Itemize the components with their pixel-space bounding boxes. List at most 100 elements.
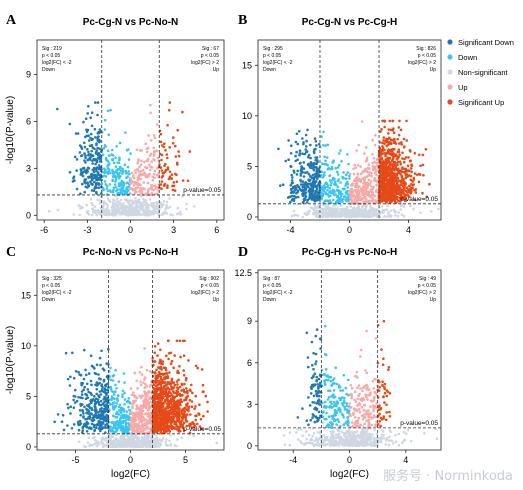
point-non-significant (192, 205, 196, 208)
point-down (121, 389, 125, 393)
point-down (104, 145, 107, 148)
point-significant-down (96, 136, 99, 139)
point-significant-down (75, 399, 79, 403)
point-significant-down (89, 156, 92, 159)
point-significant-down (314, 140, 318, 143)
point-up (140, 396, 143, 400)
point-non-significant (333, 209, 336, 212)
point-non-significant (103, 212, 107, 215)
point-non-significant (160, 205, 164, 208)
point-non-significant (96, 198, 99, 202)
point-significant-up (385, 144, 389, 148)
point-significant-down (94, 101, 97, 104)
point-up (375, 173, 378, 177)
point-significant-up (393, 163, 397, 167)
point-significant-up (175, 173, 178, 177)
point-up (145, 150, 149, 154)
point-non-significant (158, 442, 161, 445)
point-down (112, 161, 116, 165)
point-significant-down (94, 397, 98, 401)
point-significant-up (166, 123, 169, 127)
point-significant-up (390, 194, 393, 197)
point-significant-down (83, 152, 86, 155)
right-note-line: log2(FC) > 2 (408, 60, 436, 66)
point-down (122, 416, 126, 420)
point-up (375, 183, 379, 186)
point-non-significant (122, 205, 126, 208)
point-down (118, 158, 121, 162)
point-significant-down (77, 370, 80, 374)
point-down (121, 393, 124, 397)
point-non-significant (166, 206, 170, 210)
point-significant-down (304, 133, 308, 137)
point-non-significant (383, 214, 387, 218)
point-significant-up (389, 201, 392, 204)
point-up (371, 161, 374, 165)
point-significant-down (306, 198, 310, 202)
point-significant-down (80, 154, 83, 158)
point-significant-down (85, 382, 89, 386)
point-non-significant (87, 212, 91, 216)
point-down (336, 166, 340, 169)
point-significant-up (164, 162, 167, 166)
point-down (345, 182, 348, 185)
point-significant-up (153, 345, 157, 348)
point-down (114, 186, 118, 189)
point-down (337, 163, 341, 167)
point-down (344, 177, 348, 180)
point-significant-up (383, 192, 387, 196)
point-down (109, 108, 112, 112)
point-significant-up (166, 186, 169, 189)
point-down (339, 149, 342, 152)
point-down (109, 403, 112, 406)
point-up (152, 146, 155, 150)
point-down (111, 148, 114, 152)
point-non-significant (162, 200, 166, 203)
point-non-significant (111, 201, 115, 204)
point-non-significant (364, 207, 368, 210)
point-down (333, 193, 336, 197)
point-significant-up (167, 357, 170, 361)
point-significant-up (400, 175, 404, 179)
point-significant-up (382, 172, 385, 175)
point-significant-up (421, 191, 424, 195)
point-down (324, 144, 328, 147)
point-up (140, 423, 144, 426)
point-significant-up (384, 140, 387, 143)
point-non-significant (345, 208, 348, 211)
point-up (355, 185, 359, 189)
point-non-significant (144, 210, 148, 214)
point-significant-up (194, 405, 197, 408)
point-significant-down (75, 187, 79, 191)
point-up (136, 186, 140, 189)
point-up (134, 169, 137, 172)
point-up (137, 412, 141, 416)
point-up (364, 146, 368, 149)
point-down (326, 168, 330, 171)
point-significant-down (98, 147, 101, 150)
point-non-significant (387, 211, 390, 214)
point-significant-up (384, 152, 387, 155)
point-up (136, 406, 139, 409)
point-significant-down (301, 137, 304, 140)
point-significant-up (197, 412, 200, 415)
point-non-significant (380, 205, 384, 208)
point-non-significant (131, 202, 135, 206)
point-significant-up (171, 142, 175, 145)
point-non-significant (141, 444, 144, 447)
point-up (129, 424, 133, 427)
point-non-significant (87, 436, 91, 440)
point-up (356, 164, 360, 167)
point-non-significant (105, 209, 109, 212)
point-significant-down (96, 153, 100, 157)
point-up (352, 167, 355, 171)
point-significant-down (296, 195, 300, 199)
point-significant-down (85, 411, 88, 415)
point-significant-down (85, 423, 89, 426)
point-up (354, 188, 357, 192)
point-down (107, 133, 110, 136)
point-significant-up (402, 160, 406, 164)
point-significant-down (103, 426, 106, 429)
point-up (153, 176, 156, 180)
point-non-significant (161, 213, 164, 216)
